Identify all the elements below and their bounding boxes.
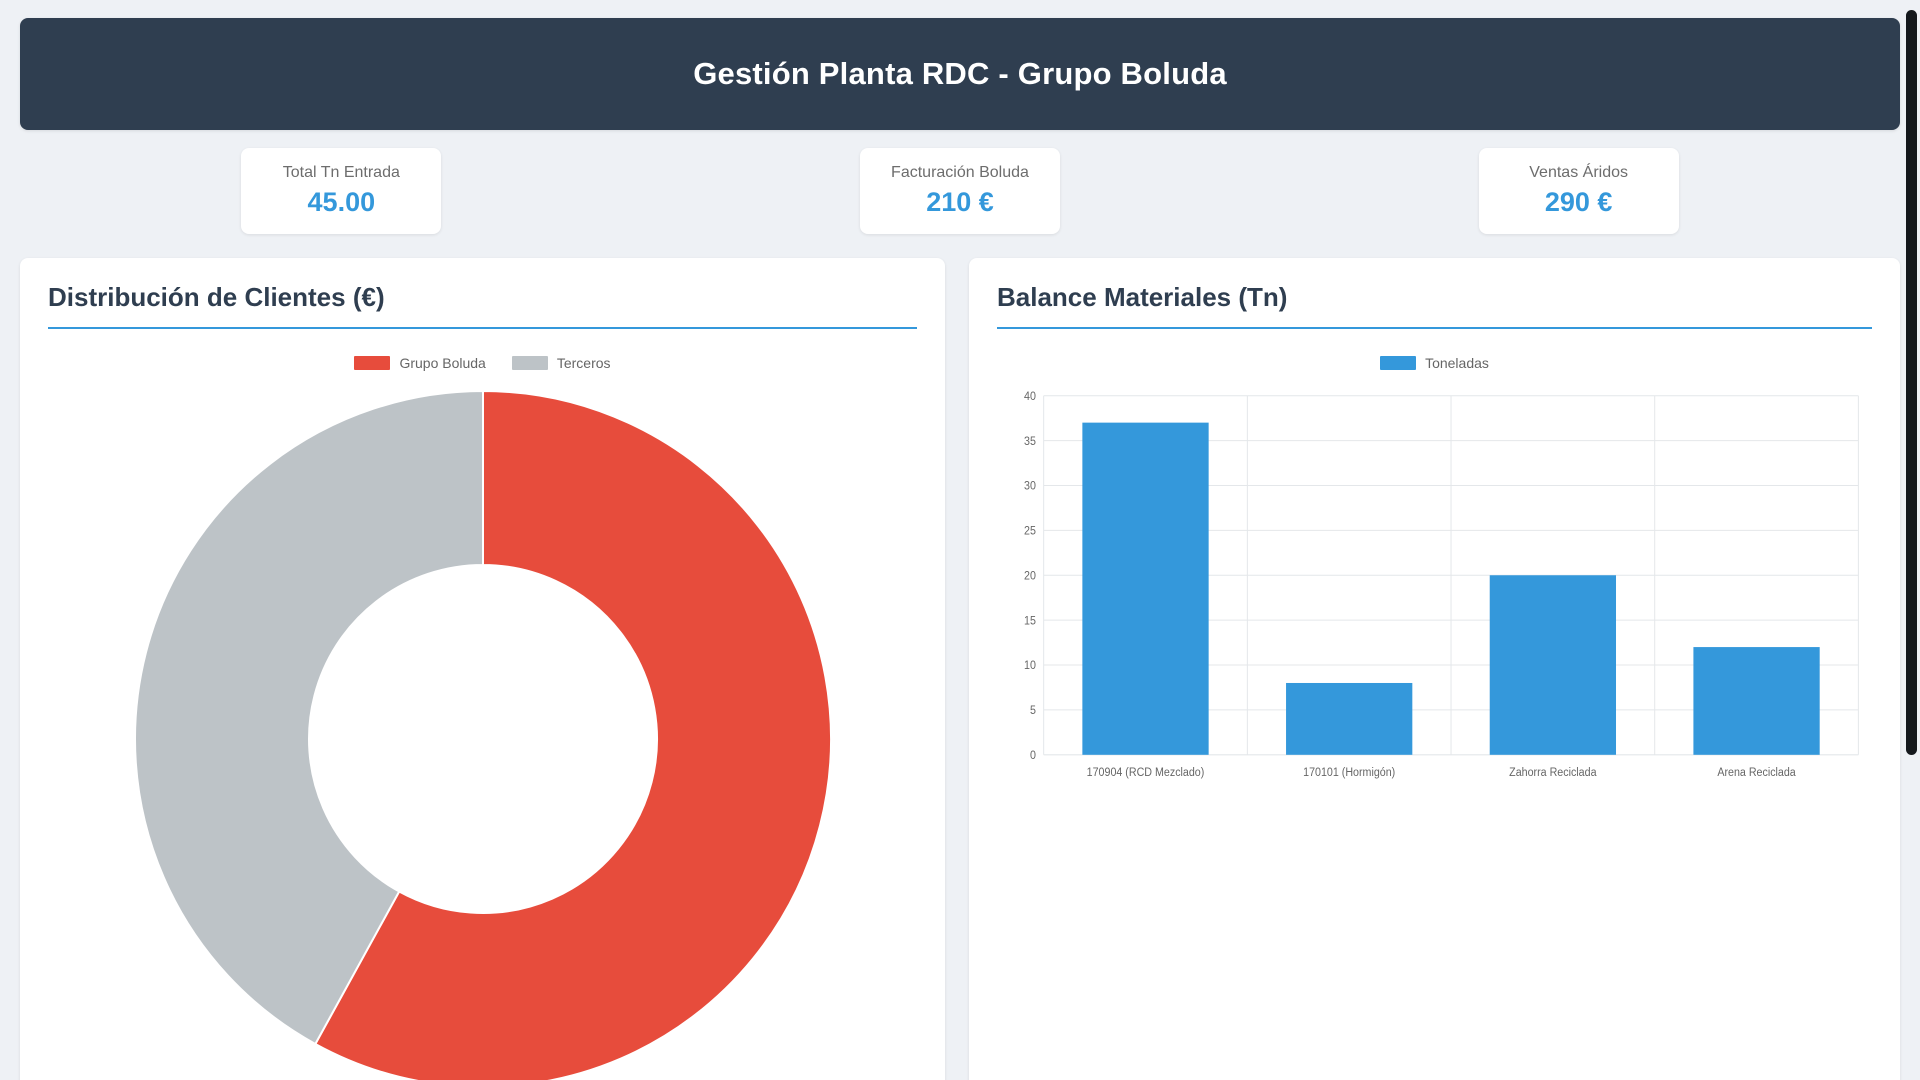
bar-chart[interactable]: 0 5 10 15 20 25 30 35 40 170904 (RCD Mezclado) 17… bbox=[997, 381, 1872, 801]
panel-title-balance-materiales: Balance Materiales (Tn) bbox=[997, 282, 1288, 312]
kpi-label: Ventas Áridos bbox=[1529, 164, 1628, 181]
legend-label: Terceros bbox=[556, 355, 611, 371]
legend-item-terceros[interactable]: Terceros bbox=[511, 355, 611, 371]
legend-swatch-icon bbox=[511, 356, 548, 370]
kpi-card-ventas-aridos[interactable]: Ventas Áridos 290 € bbox=[1478, 148, 1679, 234]
kpi-label: Total Tn Entrada bbox=[282, 164, 400, 181]
kpi-card-total-tn-entrada[interactable]: Total Tn Entrada 45.00 bbox=[241, 148, 442, 234]
legend-swatch-icon bbox=[1380, 356, 1417, 370]
panel-title-distribucion-clientes: Distribución de Clientes (€) bbox=[48, 282, 385, 312]
panel-title-underline bbox=[48, 327, 917, 329]
bar[interactable] bbox=[1082, 422, 1209, 755]
app-header: Gestión Planta RDC - Grupo Boluda bbox=[20, 18, 1900, 130]
panels-row: Distribución de Clientes (€) Grupo Bolud… bbox=[20, 258, 1900, 1080]
panel-balance-materiales: Balance Materiales (Tn) Toneladas 0 5 10 15… bbox=[969, 258, 1900, 1080]
kpi-label: Facturación Boluda bbox=[891, 164, 1029, 181]
vertical-scrollbar-track[interactable] bbox=[1903, 0, 1920, 1080]
donut-legend: Grupo Boluda Terceros bbox=[48, 339, 917, 379]
donut-chart[interactable] bbox=[48, 379, 917, 1080]
kpi-row: Total Tn Entrada 45.00 Facturación Bolud… bbox=[20, 148, 1900, 234]
bar[interactable] bbox=[1693, 647, 1820, 755]
kpi-value: 290 € bbox=[1544, 187, 1613, 217]
panel-distribucion-clientes: Distribución de Clientes (€) Grupo Bolud… bbox=[20, 258, 945, 1080]
vertical-scrollbar-thumb[interactable] bbox=[1906, 10, 1917, 755]
bar-chart-svg bbox=[997, 381, 1872, 801]
kpi-value: 210 € bbox=[926, 187, 994, 217]
legend-swatch-icon bbox=[354, 356, 391, 370]
legend-label: Grupo Boluda bbox=[399, 355, 486, 371]
bar[interactable] bbox=[1286, 682, 1413, 755]
legend-item-grupo-boluda[interactable]: Grupo Boluda bbox=[354, 355, 486, 371]
kpi-value: 45.00 bbox=[307, 187, 376, 217]
panel-title-underline bbox=[997, 327, 1872, 329]
bar[interactable] bbox=[1489, 575, 1617, 755]
bar-legend: Toneladas bbox=[997, 339, 1872, 379]
donut-slice[interactable] bbox=[133, 389, 484, 1046]
legend-label: Toneladas bbox=[1425, 355, 1489, 371]
page-title: Gestión Planta RDC - Grupo Boluda bbox=[693, 56, 1227, 91]
kpi-card-facturacion-boluda[interactable]: Facturación Boluda 210 € bbox=[859, 148, 1060, 234]
donut-slice[interactable] bbox=[313, 389, 832, 1080]
donut-chart-svg bbox=[133, 389, 832, 1080]
legend-item-toneladas[interactable]: Toneladas bbox=[1380, 355, 1489, 371]
